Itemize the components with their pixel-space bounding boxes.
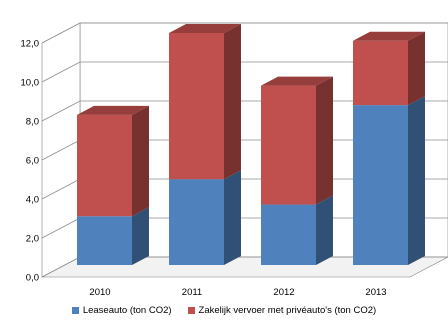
legend: Leaseauto (ton CO2) Zakelijk vervoer met… (0, 302, 448, 318)
gridline (41, 61, 448, 83)
bar-front (353, 105, 408, 265)
bar-front (169, 179, 224, 265)
bar-segment (77, 207, 149, 265)
bar-side (316, 76, 333, 205)
bar-side (224, 23, 241, 180)
x-tick-label: 2010 (89, 287, 110, 298)
bar-side (224, 170, 241, 265)
legend-item-zakelijk-vervoer: Zakelijk vervoer met privéauto's (ton CO… (187, 304, 377, 316)
y-tick-label: 12,0 (21, 39, 40, 50)
legend-swatch-zakelijk-vervoer (187, 306, 195, 314)
bar-segment (169, 23, 241, 180)
bar-segment (169, 170, 241, 265)
legend-swatch-leaseauto (71, 306, 79, 314)
bar-top (77, 105, 149, 115)
y-tick-label: 2,0 (26, 234, 39, 245)
bar-front (169, 32, 224, 180)
x-tick-label: 2012 (273, 287, 294, 298)
bar-front (261, 204, 316, 265)
y-tick-label: 10,0 (21, 78, 40, 89)
bar-top (261, 76, 333, 86)
bar-segment (353, 31, 425, 106)
y-axis-ticks: 0,0 2,0 4,0 6,0 8,0 10,0 12,0 (21, 39, 40, 284)
legend-label-zakelijk-vervoer: Zakelijk vervoer met privéauto's (ton CO… (198, 304, 377, 316)
gridline (41, 22, 448, 44)
legend-label-leaseauto: Leaseauto (ton CO2) (82, 304, 172, 316)
bar-top (353, 31, 425, 41)
y-tick-label: 0,0 (26, 273, 39, 284)
bar-side (132, 105, 149, 217)
bar-front (77, 216, 132, 265)
bar-side (408, 31, 425, 106)
y-tick-label: 8,0 (26, 117, 39, 128)
x-axis-ticks: 2010 2011 2012 2013 (89, 287, 386, 298)
y-tick-label: 6,0 (26, 156, 39, 167)
legend-item-leaseauto: Leaseauto (ton CO2) (71, 304, 172, 316)
bar-side (132, 207, 149, 265)
bar-front (353, 40, 408, 106)
bar-segment (77, 105, 149, 217)
y-tick-label: 4,0 (26, 195, 39, 206)
bar-front (77, 114, 132, 217)
x-tick-label: 2011 (182, 287, 202, 298)
bar-top (169, 23, 241, 33)
bars (77, 23, 425, 265)
bar-segment (261, 76, 333, 205)
bar-side (316, 195, 333, 265)
bar-segment (353, 96, 425, 265)
bar-front (261, 85, 316, 205)
bar-segment (261, 195, 333, 265)
x-tick-label: 2013 (365, 287, 386, 298)
bar-side (408, 96, 425, 265)
